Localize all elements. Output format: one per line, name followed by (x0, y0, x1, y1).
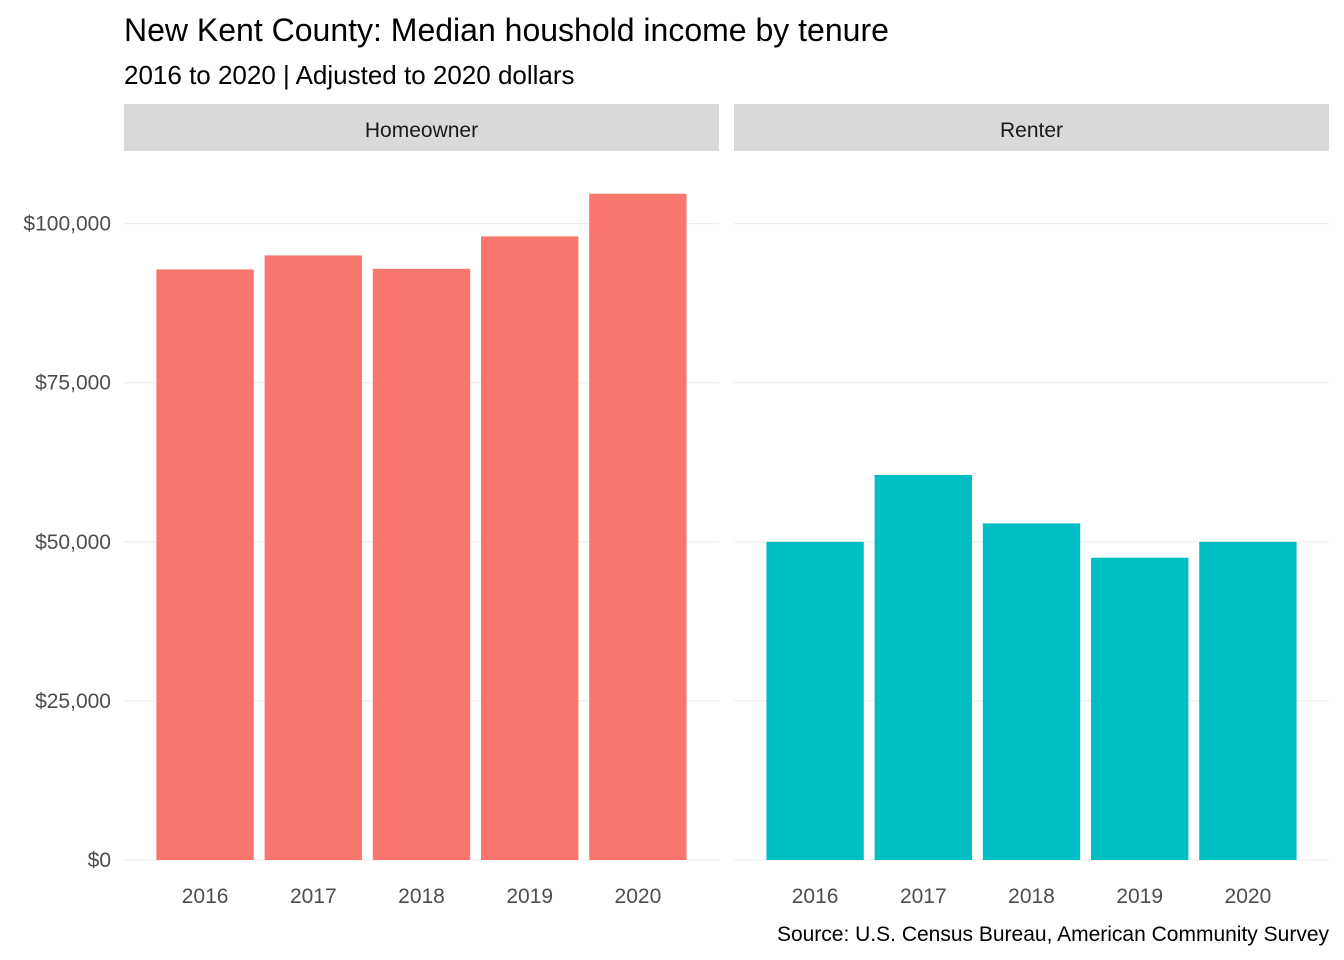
facet-panel-homeowner: Homeowner 2016 2017 2018 2019 2020 (124, 104, 719, 908)
bar-renter-2019 (1091, 557, 1189, 860)
bar-renter-2018 (982, 523, 1081, 860)
y-tick-label: $75,000 (35, 372, 111, 395)
x-tick-label: 2017 (290, 885, 337, 908)
chart-title: New Kent County: Median houshold income … (124, 12, 889, 48)
facet-panels: Homeowner 2016 2017 2018 2019 2020 Renter 2016 2… (124, 104, 1329, 908)
x-tick-label: 2016 (182, 885, 229, 908)
y-tick-label: $50,000 (35, 531, 111, 554)
x-tick-label: 2019 (1116, 885, 1163, 908)
x-tick-label: 2020 (615, 885, 662, 908)
bar-renter-2017 (874, 475, 972, 860)
bar-homeowner-2018 (372, 268, 471, 860)
bar-homeowner-2020 (589, 193, 687, 860)
bar-renter-2020 (1199, 541, 1297, 860)
facet-panel-renter: Renter 2016 2017 2018 2019 2020 (734, 104, 1329, 908)
x-tick-label: 2016 (792, 885, 839, 908)
bar-homeowner-2016 (156, 269, 254, 860)
y-tick-label: $25,000 (35, 690, 111, 713)
y-tick-label: $0 (88, 849, 111, 872)
y-tick-label: $100,000 (23, 213, 111, 236)
bar-renter-2016 (766, 541, 864, 860)
chart-caption: Source: U.S. Census Bureau, American Com… (777, 923, 1330, 946)
facet-strip (124, 104, 719, 151)
x-tick-label: 2017 (900, 885, 947, 908)
x-tick-label: 2018 (1008, 885, 1055, 908)
bar-homeowner-2019 (481, 236, 579, 860)
x-tick-label: 2020 (1225, 885, 1272, 908)
x-tick-label: 2019 (506, 885, 553, 908)
bar-homeowner-2017 (264, 255, 362, 861)
y-axis: $0 $25,000 $50,000 $75,000 $100,000 (23, 213, 111, 872)
facet-strip-label: Homeowner (365, 119, 478, 142)
facet-strip-label: Renter (1000, 119, 1063, 142)
x-tick-label: 2018 (398, 885, 445, 908)
facet-strip (734, 104, 1329, 151)
chart-subtitle: 2016 to 2020 | Adjusted to 2020 dollars (124, 60, 575, 90)
